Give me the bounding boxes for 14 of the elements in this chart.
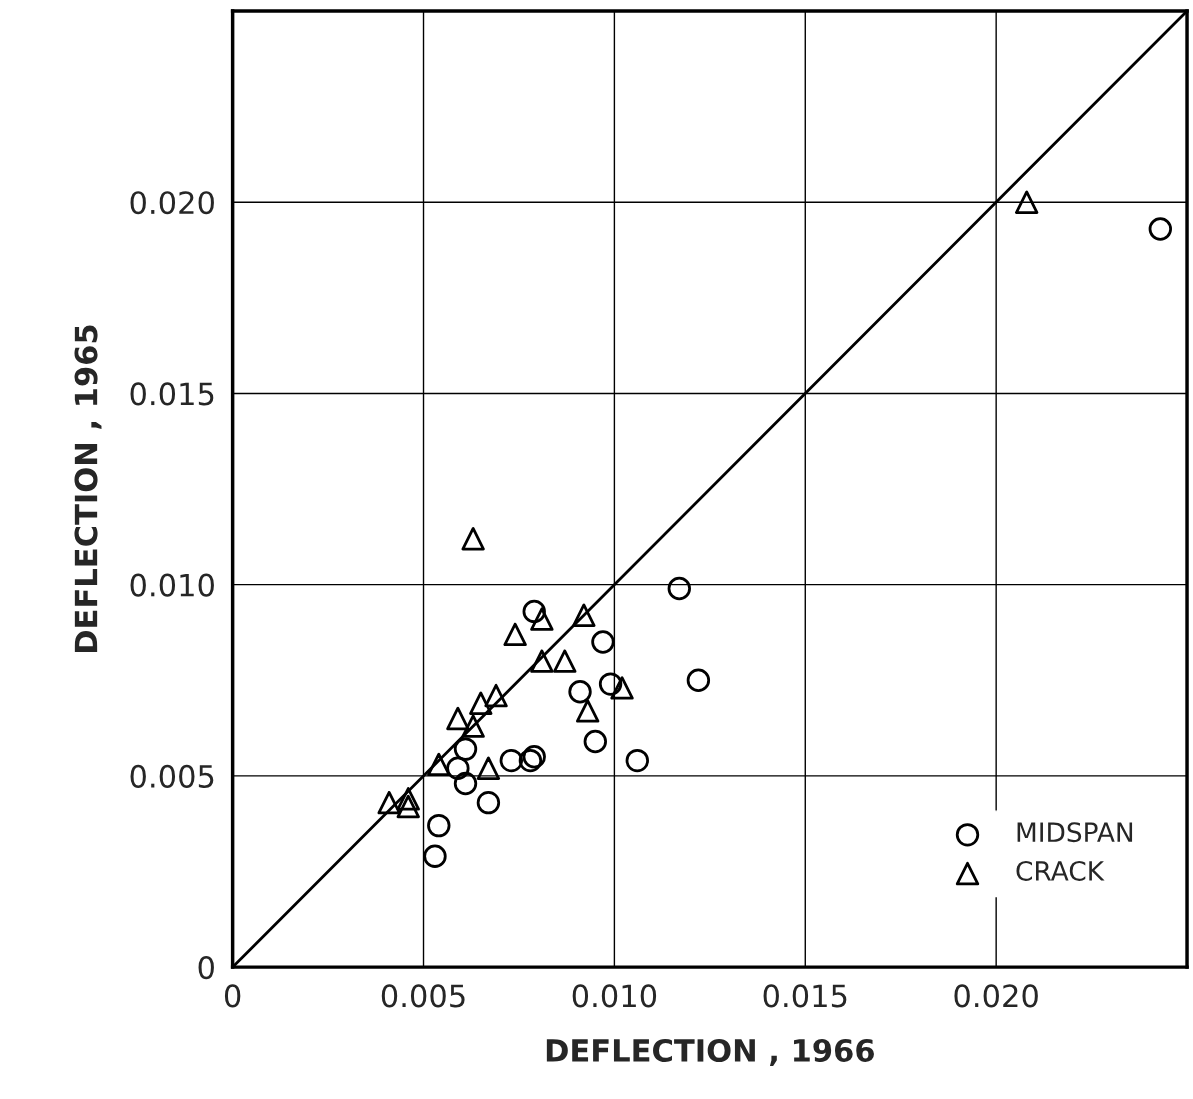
- y-tick-label: 0.005: [130, 764, 214, 788]
- x-tick-label: 0.005: [381, 984, 465, 1008]
- y-tick-label: 0: [198, 956, 214, 980]
- legend-label: MIDSPAN: [1017, 822, 1133, 843]
- x-tick-label: 0.010: [572, 984, 657, 1008]
- legend-label: CRACK: [1016, 860, 1105, 881]
- y-tick-label: 0.015: [130, 382, 214, 406]
- y-axis-title: DEFLECTION , 1965: [74, 325, 102, 653]
- x-tick-label: 0: [224, 984, 241, 1008]
- y-tick-label: 0.020: [130, 191, 214, 215]
- x-axis-title: DEFLECTION , 1966: [546, 1038, 874, 1066]
- x-tick-label: 0.020: [954, 984, 1038, 1008]
- y-tick-label: 0.010: [130, 573, 214, 597]
- x-tick-label: 0.015: [763, 984, 847, 1008]
